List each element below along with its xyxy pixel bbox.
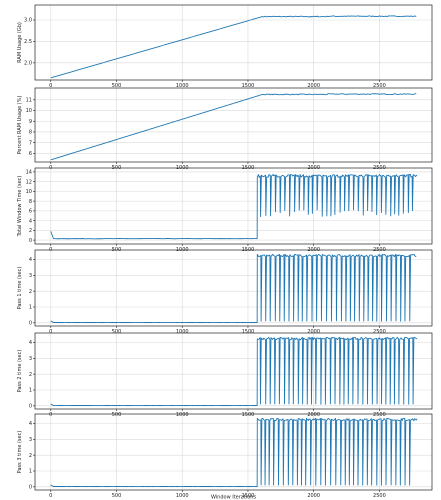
y-axis-title: Pass 3 time (sec) [17, 431, 23, 474]
x-axis-title: Window Iterations [211, 495, 257, 500]
x-tick-label: 1500 [242, 329, 255, 335]
x-tick-label: 500 [112, 493, 122, 499]
y-tick-label: 3.0 [24, 18, 32, 24]
y-tick-label: 12 [26, 179, 32, 185]
series-line [50, 417, 418, 487]
y-tick-label: 4 [29, 257, 32, 263]
x-tick-label: 2000 [307, 329, 320, 335]
chart-panel-5: 0 500 1000 1500 2000 2500 0 1 2 3 4 Pass 2 time (se… [17, 332, 433, 418]
y-tick-label: 6 [29, 151, 32, 157]
y-tick-label: 2.5 [24, 39, 32, 45]
chart-panel-6: 0 500 1000 1500 2000 2500 0 1 2 3 4 Pass 3 time (se… [17, 413, 433, 500]
y-tick-label: 0 [29, 485, 32, 491]
plot-frame [34, 87, 433, 163]
series-line [50, 173, 418, 240]
y-tick-label: 1 [29, 305, 32, 311]
y-tick-label: 10 [26, 108, 32, 114]
x-tick-label: 1500 [242, 493, 255, 499]
x-tick-label: 2000 [307, 83, 320, 89]
x-tick-label: 500 [112, 83, 122, 89]
x-tick-label: 2000 [307, 493, 320, 499]
y-tick-label: 2 [29, 289, 32, 295]
x-tick-label: 1000 [176, 83, 189, 89]
y-tick-label: 14 [26, 170, 32, 176]
plot-frame [34, 249, 433, 327]
x-tick-label: 500 [112, 329, 122, 335]
y-tick-label: 8 [29, 199, 32, 205]
y-axis-title: Pass 1 time (sec) [17, 267, 23, 310]
y-tick-label: 3 [29, 356, 32, 362]
x-tick-label: 1500 [242, 83, 255, 89]
plot-frame [34, 413, 433, 491]
y-tick-label: 4 [29, 218, 32, 224]
chart-panel-2: 0500100015002000250067891011Percent RAM … [17, 87, 433, 171]
y-tick-label: 4 [29, 421, 32, 427]
y-tick-label: 0 [29, 321, 32, 327]
plot-frame [34, 332, 433, 410]
y-tick-label: 7 [29, 140, 32, 146]
plot-frame [34, 167, 433, 245]
y-axis-title: Percent RAM Usage (%) [17, 96, 23, 155]
plot-frame [34, 4, 433, 81]
y-tick-label: 2 [29, 372, 32, 378]
chart-panel-4: 0 500 1000 1500 2000 2500 0 1 2 3 4 Pass 1 time (se… [17, 249, 433, 335]
y-tick-label: 3 [29, 437, 32, 443]
y-tick-label: 6 [29, 209, 32, 215]
y-tick-label: 1 [29, 469, 32, 475]
series-line [50, 15, 417, 79]
y-tick-label: 2 [29, 228, 32, 234]
x-tick-label: 1000 [176, 493, 189, 499]
series-line [50, 253, 417, 323]
x-tick-label: 1000 [176, 329, 189, 335]
chart-panel-3: 0500100015002000250002468101214Total Win… [17, 167, 433, 253]
y-tick-label: 2.0 [24, 61, 32, 67]
x-tick-label: 0 [49, 83, 52, 89]
series-line [50, 93, 417, 161]
x-tick-label: 2500 [373, 83, 386, 89]
y-tick-label: 9 [29, 119, 32, 125]
x-tick-label: 0 [49, 493, 52, 499]
x-tick-label: 2500 [373, 493, 386, 499]
y-tick-label: 1 [29, 388, 32, 394]
y-tick-label: 2 [29, 453, 32, 459]
y-axis-title: Total Window Time (sec) [17, 176, 23, 238]
y-tick-label: 10 [26, 189, 32, 195]
y-tick-label: 8 [29, 130, 32, 136]
x-tick-label: 0 [49, 329, 52, 335]
series-line [50, 336, 418, 406]
y-axis-title: RAM Usage (Gb) [17, 22, 23, 63]
y-tick-label: 11 [26, 97, 32, 103]
y-tick-label: 4 [29, 340, 32, 346]
x-tick-label: 2500 [373, 329, 386, 335]
y-tick-label: 0 [29, 238, 32, 244]
y-tick-label: 3 [29, 273, 32, 279]
y-axis-title: Pass 2 time (sec) [17, 350, 23, 393]
y-tick-label: 0 [29, 404, 32, 410]
